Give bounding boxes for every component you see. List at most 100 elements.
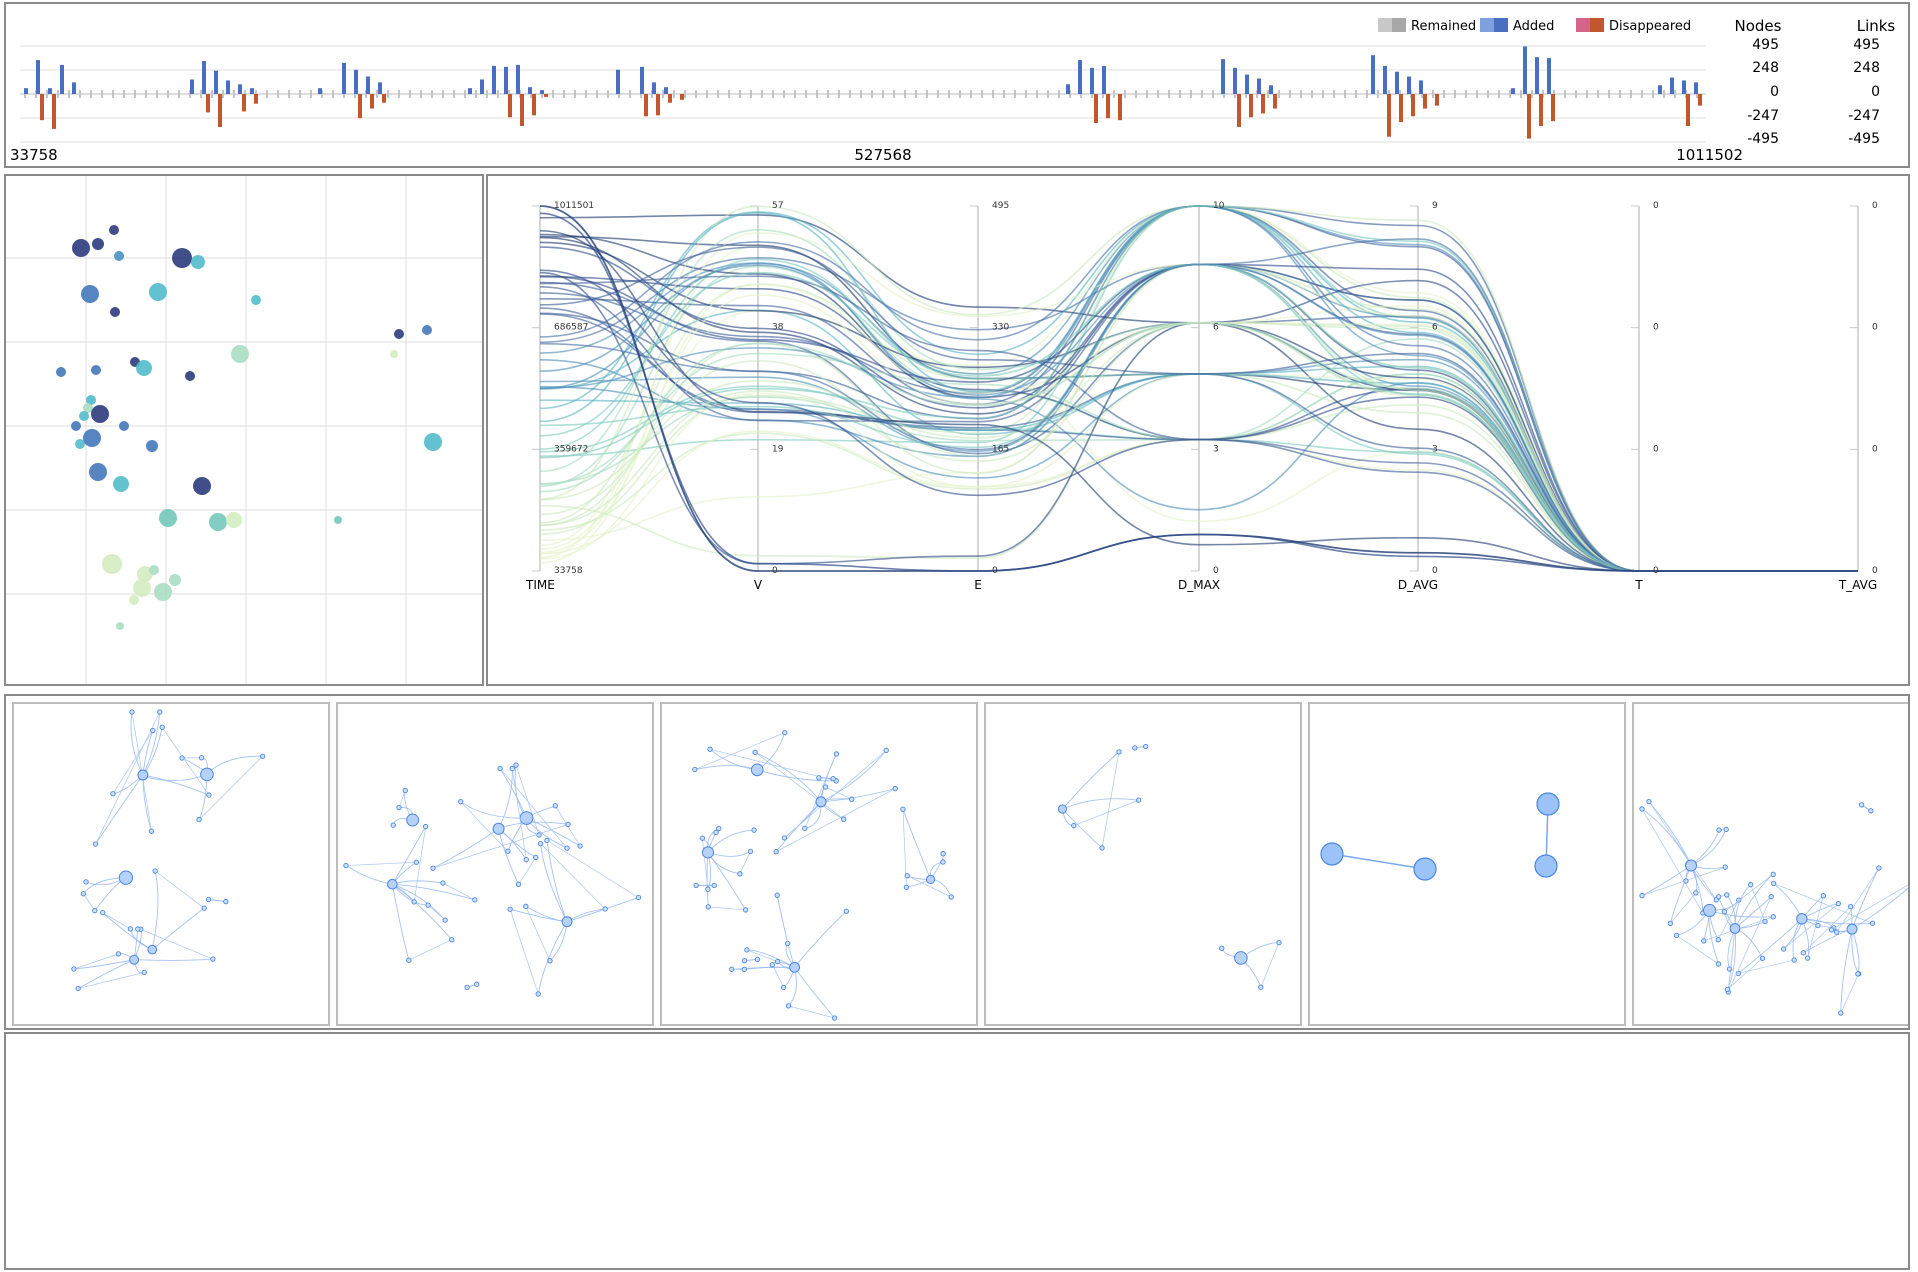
graph-node[interactable] [129, 709, 135, 715]
disappeared-bar[interactable] [1399, 94, 1403, 123]
graph-node[interactable] [1835, 900, 1841, 907]
graph-node[interactable] [1639, 806, 1645, 812]
graph-node[interactable] [535, 991, 541, 997]
graph-node[interactable] [1791, 957, 1797, 963]
graph-node[interactable] [413, 859, 420, 865]
graph-node[interactable] [744, 947, 750, 953]
added-bar[interactable] [1102, 65, 1106, 94]
scatter-point[interactable] [91, 365, 101, 375]
disappeared-bar[interactable] [1686, 94, 1690, 126]
disappeared-bar[interactable] [680, 94, 684, 100]
added-bar[interactable] [1383, 65, 1387, 94]
graph-node[interactable] [1722, 864, 1728, 870]
graph-node[interactable] [1057, 804, 1068, 814]
pcp-line[interactable] [539, 212, 1858, 572]
graph-node[interactable] [741, 957, 748, 964]
graph-node[interactable] [802, 825, 808, 832]
added-bar[interactable] [1233, 67, 1237, 94]
graph-node[interactable] [1219, 945, 1225, 951]
graph-node[interactable] [147, 944, 158, 955]
scatter-point[interactable] [149, 283, 167, 301]
graph-node[interactable] [440, 880, 446, 886]
added-bar[interactable] [250, 88, 254, 94]
graph-node[interactable] [1855, 971, 1861, 977]
scatter-point[interactable] [92, 238, 104, 250]
graph-node[interactable] [201, 905, 207, 911]
added-bar[interactable] [1682, 80, 1686, 94]
graph-node[interactable] [769, 962, 775, 968]
disappeared-bar[interactable] [1527, 94, 1531, 139]
graph-node[interactable] [1846, 923, 1858, 935]
scatter-point[interactable] [110, 307, 120, 317]
graph-node[interactable] [904, 873, 910, 879]
graph-node[interactable] [1838, 1010, 1844, 1016]
disappeared-bar[interactable] [1249, 94, 1253, 118]
graph-node[interactable] [564, 845, 570, 851]
graph-node[interactable] [118, 870, 134, 885]
added-bar[interactable] [664, 87, 668, 94]
scatter-plot[interactable] [6, 176, 484, 686]
graph-node[interactable] [406, 813, 420, 827]
graph-node[interactable] [831, 1015, 838, 1021]
added-bar[interactable] [1694, 82, 1698, 94]
added-bar[interactable] [1090, 67, 1094, 94]
disappeared-bar[interactable] [1551, 94, 1555, 122]
graph-node[interactable] [1703, 903, 1717, 917]
graph-node[interactable] [402, 787, 408, 794]
added-bar[interactable] [24, 88, 28, 94]
added-bar[interactable] [616, 69, 620, 94]
graph-node[interactable] [773, 849, 779, 855]
disappeared-bar[interactable] [656, 94, 660, 116]
graph-node[interactable] [449, 937, 455, 943]
disappeared-bar[interactable] [1387, 94, 1391, 137]
graph-node[interactable] [537, 841, 544, 847]
graph-node[interactable] [751, 827, 757, 833]
added-bar[interactable] [366, 76, 370, 94]
graph-node[interactable] [693, 882, 699, 889]
graph-node[interactable] [716, 825, 722, 832]
scatter-point[interactable] [133, 579, 151, 597]
graph-node[interactable] [71, 966, 77, 972]
graph-node[interactable] [544, 837, 550, 844]
scatter-point[interactable] [154, 583, 172, 601]
scatter-point[interactable] [89, 463, 107, 481]
disappeared-bar[interactable] [242, 94, 246, 112]
scatter-point[interactable] [119, 421, 129, 431]
added-bar[interactable] [1221, 59, 1225, 94]
graph-node[interactable] [552, 803, 558, 809]
graph-node[interactable] [781, 984, 787, 991]
graph-node[interactable] [1770, 914, 1776, 920]
graph-node[interactable] [1536, 792, 1560, 816]
disappeared-bar[interactable] [544, 94, 548, 97]
graph-node[interactable] [1320, 842, 1344, 866]
graph-snapshot-4[interactable] [984, 702, 1302, 1026]
graph-node[interactable] [903, 884, 910, 890]
graph-node[interactable] [754, 956, 761, 962]
graph-node[interactable] [1768, 893, 1774, 900]
graph-node[interactable] [705, 904, 711, 910]
graph-node[interactable] [747, 848, 754, 855]
graph-node[interactable] [940, 851, 946, 857]
graph-snapshot-6[interactable] [1632, 702, 1910, 1026]
graph-node[interactable] [602, 906, 608, 912]
added-bar[interactable] [238, 84, 242, 94]
graph-node[interactable] [1759, 955, 1766, 961]
graph-node[interactable] [1683, 878, 1689, 884]
graph-node[interactable] [1771, 880, 1777, 887]
added-bar[interactable] [516, 64, 520, 94]
graph-node[interactable] [223, 898, 229, 905]
graph-node[interactable] [713, 829, 719, 835]
graph-node[interactable] [1716, 894, 1722, 900]
graph-snapshot-3-canvas[interactable] [662, 704, 978, 1026]
graph-node[interactable] [565, 821, 571, 828]
graph-node[interactable] [523, 903, 529, 909]
graph-node[interactable] [1726, 966, 1733, 972]
added-bar[interactable] [48, 88, 52, 94]
added-bar[interactable] [1078, 60, 1082, 94]
graph-snapshot-6-canvas[interactable] [1634, 704, 1910, 1026]
graph-node[interactable] [150, 727, 156, 734]
graph-node[interactable] [1721, 909, 1728, 915]
graph-node[interactable] [843, 908, 849, 914]
added-bar[interactable] [652, 82, 656, 94]
graph-node[interactable] [152, 868, 158, 874]
